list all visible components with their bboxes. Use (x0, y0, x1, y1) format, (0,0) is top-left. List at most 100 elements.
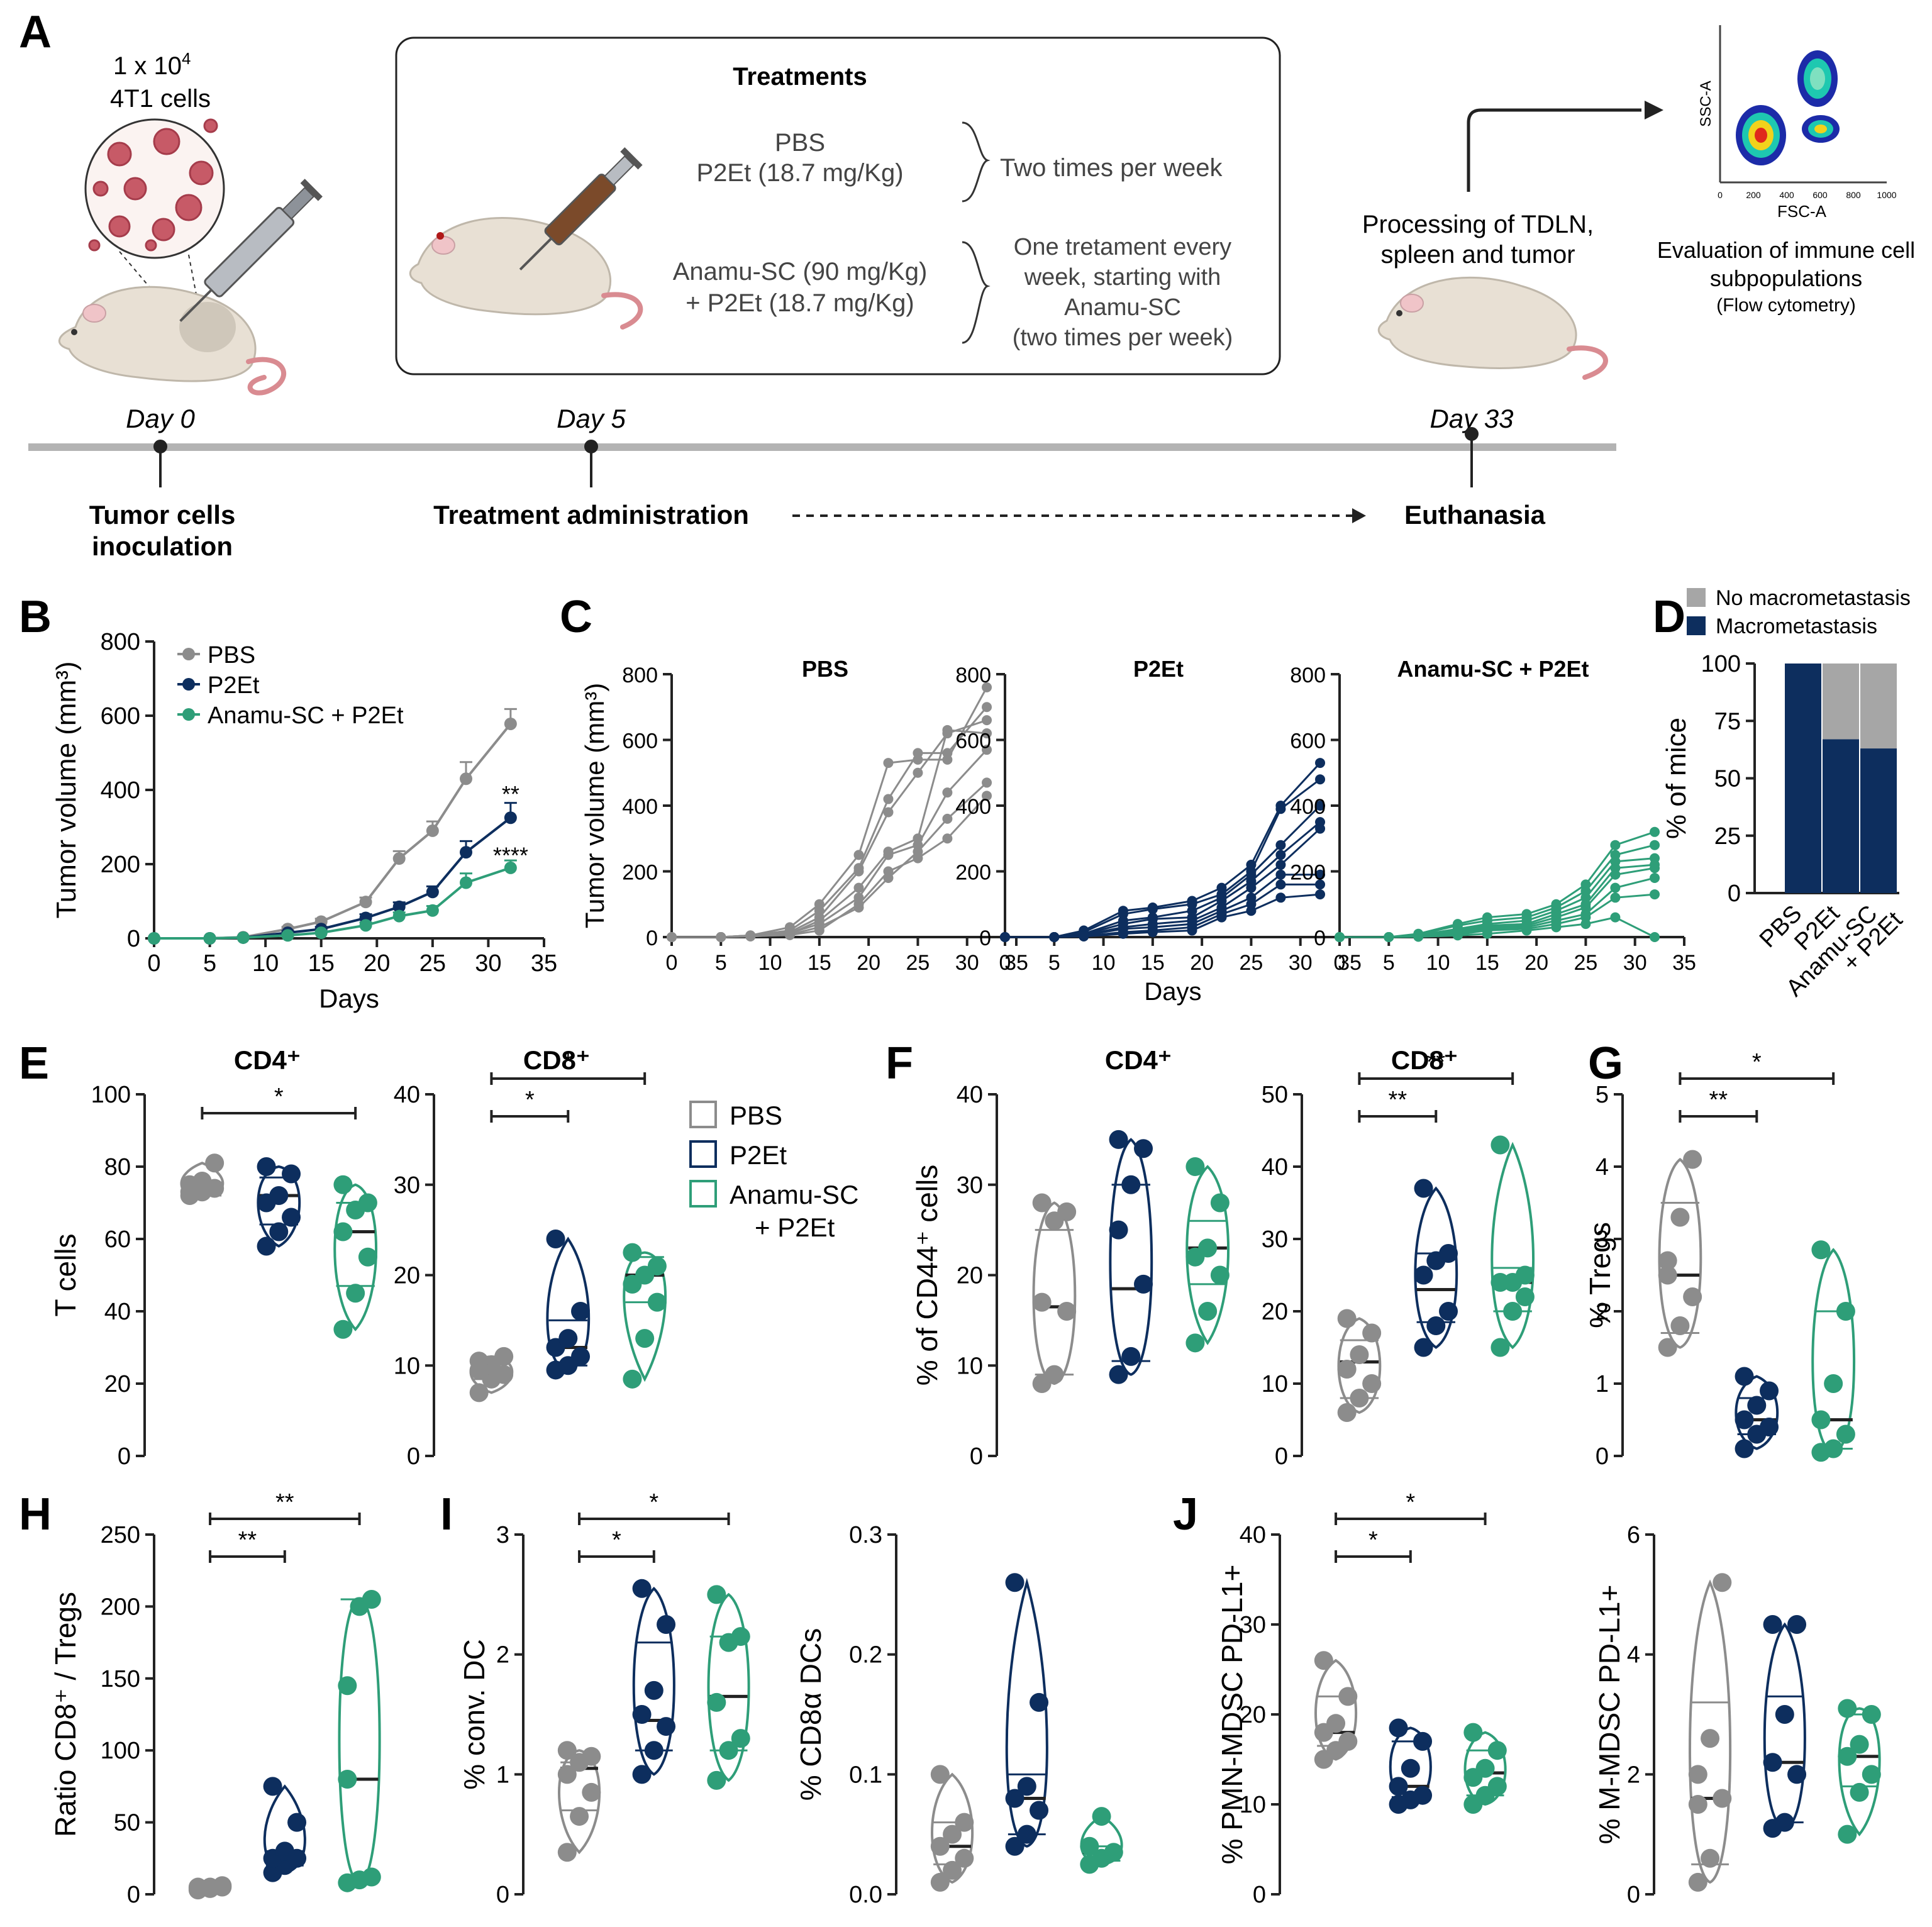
legend-swatch-no-meta (1687, 588, 1706, 607)
violin-point (1701, 1729, 1720, 1748)
x-tick-label: 5 (1383, 951, 1395, 975)
violin-point (1658, 1251, 1677, 1270)
violin-point (1030, 1692, 1049, 1712)
legend-swatch-pbs (689, 1101, 717, 1128)
dashed-arrow-head-icon (1352, 508, 1366, 523)
legend-marker (182, 708, 195, 721)
violin-point (1362, 1374, 1382, 1393)
mouse-euthanasia-icon (1378, 276, 1608, 380)
event-3: Euthanasia (1404, 500, 1546, 530)
violin-point (1326, 1714, 1346, 1733)
y-tick-label: 400 (622, 795, 658, 819)
mouse-point (1315, 869, 1326, 880)
violin-point (1862, 1765, 1881, 1784)
chart-violin-10: 0.0 0.1 0.2 0.3 % CD8α DCs (794, 1522, 1123, 1908)
series-line-1 (154, 816, 512, 940)
violin-point (333, 1175, 353, 1194)
violin-point (1045, 1365, 1064, 1384)
brace-2 (962, 241, 991, 344)
violin-point (1185, 1333, 1205, 1353)
y-axis-label: Tumor volume (mm³) (580, 683, 609, 928)
x-tick-label: 0 (666, 951, 678, 975)
y-tick-label: 0 (979, 926, 991, 950)
mouse-point (883, 850, 894, 860)
y-axis-label: % M-MDSC PD-L1+ (1593, 1585, 1626, 1845)
panel-letter-h: H (19, 1489, 52, 1540)
x-tick-label: 15 (1475, 951, 1499, 975)
event-1a: Tumor cells (89, 500, 236, 530)
y-tick-label: 100 (101, 1738, 140, 1764)
violin-point (333, 1222, 353, 1241)
x-tick-label: 30 (955, 951, 979, 975)
violin-point (1487, 1777, 1507, 1796)
mouse-point (1275, 804, 1286, 814)
x-tick-label: 5 (1048, 951, 1060, 975)
x-tick-label: 0 (147, 950, 160, 977)
mouse-point (1275, 879, 1286, 890)
violin-point (623, 1369, 642, 1389)
violin-point (571, 1302, 591, 1321)
violin-point (1413, 1731, 1433, 1751)
violin-point (1836, 1302, 1855, 1321)
violin-point (1713, 1573, 1732, 1592)
violin-point (930, 1872, 950, 1892)
mouse-point (913, 767, 923, 778)
x-tick-label: 5 (203, 950, 216, 977)
violin-point (1057, 1202, 1077, 1221)
mouse-point (1610, 912, 1621, 923)
panel-letter-f: F (886, 1038, 913, 1089)
significance-label: * (274, 1084, 284, 1110)
mouse-point (1275, 869, 1286, 880)
mouse-point (982, 702, 992, 713)
violin-point (644, 1680, 663, 1700)
mouse-point (1315, 801, 1326, 811)
violin-point (1688, 1795, 1707, 1814)
violin-point (1030, 1801, 1049, 1820)
legend-swatch-meta (1687, 616, 1706, 635)
mouse-point (1521, 925, 1532, 936)
y-tick-label: 600 (101, 703, 140, 730)
y-tick-label: 0 (127, 1882, 140, 1908)
violin-point (632, 1579, 652, 1598)
y-tick-label: 0 (970, 1443, 983, 1470)
flow-tick-5: 1000 (1877, 190, 1896, 200)
flow-tick-2: 400 (1779, 190, 1794, 200)
mouse-point (716, 932, 726, 942)
violin-body (1109, 1138, 1153, 1376)
violin-point (1337, 1403, 1357, 1422)
mouse-line (1340, 916, 1655, 938)
mouse-point (1650, 863, 1660, 874)
mouse-point (745, 931, 756, 941)
violin-legend: PBS P2Et Anamu-SC + P2Et (689, 1101, 858, 1242)
weekly-1: One tretament every (1014, 234, 1231, 260)
annotation: **** (493, 842, 528, 868)
violin-point (269, 1222, 289, 1241)
violin-point (930, 1836, 950, 1856)
violin-point (1185, 1157, 1205, 1176)
y-tick-label: 150 (101, 1666, 140, 1692)
violin-point (635, 1329, 655, 1348)
mouse-point (982, 682, 992, 692)
violin-point (1760, 1418, 1779, 1436)
mouse-point (982, 728, 992, 739)
y-tick-label: 200 (1290, 861, 1326, 885)
mouse-line (1005, 893, 1321, 938)
violin-point (582, 1747, 601, 1766)
mouse-point (1610, 892, 1621, 903)
y-tick-label: 30 (957, 1172, 983, 1199)
y-tick-label: 40 (957, 1082, 983, 1108)
mouse-point (1049, 932, 1060, 942)
y-axis-label: % of mice (1661, 718, 1692, 839)
y-tick-label: 50 (114, 1810, 140, 1836)
violin-point (338, 1676, 357, 1696)
y-tick-label: 0 (1596, 1443, 1609, 1470)
mouse-point (942, 725, 953, 735)
violin-point (546, 1230, 565, 1248)
violin-point (1735, 1439, 1754, 1458)
x-tick-label: 0 (1334, 951, 1346, 975)
mouse-point (1275, 892, 1286, 903)
y-tick-label: 0.2 (849, 1642, 882, 1669)
violin-point (644, 1741, 663, 1760)
data-point (148, 932, 160, 945)
